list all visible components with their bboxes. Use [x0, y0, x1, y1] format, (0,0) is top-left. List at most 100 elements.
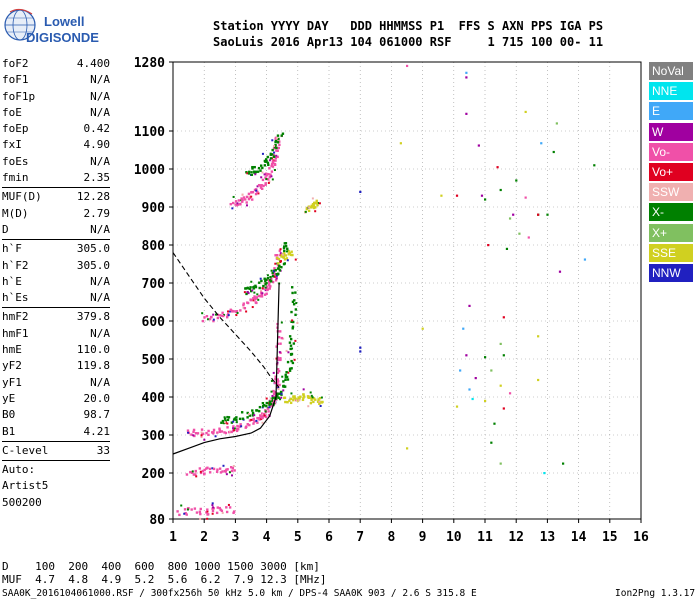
echo-point: [248, 419, 252, 422]
echo-point: [253, 295, 256, 298]
header-labels: Station YYYY DAY DDD HHMMSS P1 FFS S AXN…: [213, 19, 604, 33]
echo-point: [267, 279, 271, 282]
echo-point: [258, 281, 261, 284]
echo-point: [274, 143, 277, 147]
scatter-point: [512, 213, 515, 216]
x-tick-label: 8: [387, 530, 395, 545]
echo-point: [311, 197, 314, 200]
echo-point: [292, 303, 296, 306]
echo-point: [203, 316, 206, 319]
echo-point: [284, 254, 288, 257]
echo-point: [276, 264, 280, 267]
echo-point: [268, 281, 271, 285]
echo-point: [223, 416, 226, 419]
echo-point: [263, 159, 267, 163]
echo-point: [287, 371, 290, 374]
scatter-point: [490, 441, 493, 444]
echo-point: [251, 191, 255, 194]
echo-point: [315, 199, 318, 203]
param-name: h`Es: [2, 291, 29, 305]
echo-point: [310, 206, 313, 209]
echo-point: [314, 210, 317, 213]
echo-point: [208, 467, 212, 471]
echo-point: [294, 313, 297, 317]
scatter-point: [477, 144, 480, 147]
echo-point: [304, 210, 307, 213]
echo-point: [239, 423, 242, 426]
param-row: foE N/A: [2, 105, 110, 121]
echo-point: [229, 430, 232, 433]
x-tick-label: 4: [263, 530, 271, 545]
echo-point: [255, 409, 258, 412]
param-name: foEp: [2, 122, 29, 136]
echo-point: [318, 402, 321, 406]
param-separator: [2, 460, 110, 462]
echo-point: [247, 172, 251, 175]
echo-point: [192, 473, 196, 476]
echo-point: [269, 173, 272, 176]
echo-point: [216, 431, 219, 434]
echo-point: [190, 433, 193, 436]
echo-point: [250, 173, 254, 176]
x-tick-label: 11: [477, 530, 493, 545]
echo-point: [194, 432, 198, 435]
echo-point: [288, 367, 292, 370]
scatter-point: [359, 346, 362, 349]
echo-point: [277, 380, 280, 383]
echo-point: [226, 422, 229, 425]
echo-point: [260, 176, 263, 179]
legend-entry-w: W: [649, 122, 693, 141]
echo-point: [243, 307, 247, 310]
echo-point: [226, 468, 229, 471]
echo-point: [292, 395, 295, 398]
echo-point: [293, 397, 297, 400]
echo-point: [318, 400, 321, 403]
echo-point: [269, 153, 272, 156]
echo-point: [248, 170, 251, 174]
echo-point: [230, 469, 234, 473]
echo-point: [215, 470, 219, 473]
param-value: 20.0: [83, 391, 111, 405]
echo-point: [212, 467, 216, 471]
echo-point: [262, 284, 265, 288]
scatter-point: [518, 232, 521, 235]
param-name: yF1: [2, 375, 22, 389]
logo-line1: Lowell: [44, 14, 84, 29]
echo-point: [211, 512, 214, 515]
param-separator: [2, 440, 110, 442]
echo-point: [250, 418, 253, 421]
scatter-point: [421, 327, 424, 330]
echo-point: [180, 504, 183, 507]
echo-point: [260, 187, 264, 191]
param-value: N/A: [90, 291, 110, 305]
echo-point: [292, 398, 295, 402]
echo-point: [288, 369, 292, 372]
echo-point: [270, 175, 273, 178]
echo-point: [269, 152, 272, 155]
echo-point: [222, 314, 225, 318]
echo-point: [235, 416, 238, 419]
echo-point: [291, 325, 295, 328]
scatter-point: [459, 369, 462, 372]
echo-point: [261, 287, 264, 290]
echo-point: [306, 206, 309, 210]
echo-point: [314, 206, 317, 209]
echo-point: [189, 470, 192, 474]
echo-point: [252, 170, 256, 173]
echo-point: [251, 306, 254, 309]
echo-point: [227, 314, 230, 317]
echo-point: [316, 400, 320, 403]
echo-point: [264, 279, 267, 283]
echo-point: [301, 398, 305, 402]
echo-point: [232, 195, 235, 198]
echo-point: [294, 258, 297, 261]
echo-point: [252, 422, 255, 425]
legend: NoVal NNE E W Vo- Vo+ SSW X- X+ SSE NNW: [649, 62, 693, 284]
param-name: h`E: [2, 274, 22, 288]
echo-point: [311, 203, 315, 206]
x-tick-labels: 1 2 3 4 5 6 7 8 9 10 11 12 13 14 15 16: [169, 519, 649, 545]
echo-point: [314, 398, 317, 401]
echo-point: [271, 394, 274, 397]
echo-point: [265, 278, 268, 282]
echo-point: [264, 410, 267, 413]
